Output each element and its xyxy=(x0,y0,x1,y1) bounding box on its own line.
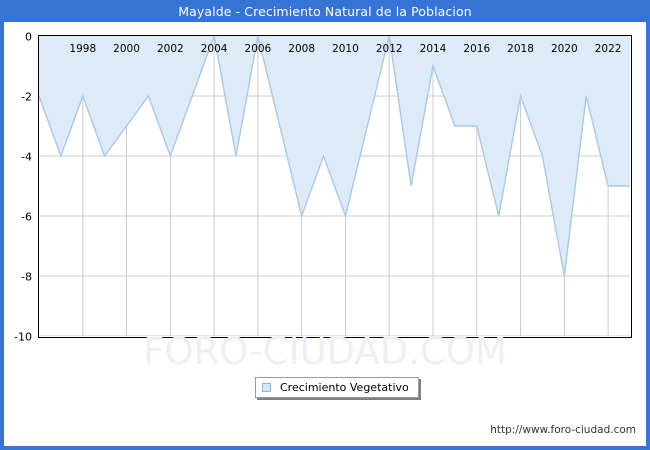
chart-legend: Crecimiento Vegetativo xyxy=(255,377,419,398)
y-axis-tick-label: -8 xyxy=(21,270,32,283)
source-url: http://www.foro-ciudad.com xyxy=(490,424,636,436)
data-line xyxy=(39,36,630,277)
y-axis-tick-label: 0 xyxy=(25,30,32,43)
x-axis-tick-label: 2000 xyxy=(113,43,140,55)
y-axis-labels: 0 -2 -4 -6 -8 -10 xyxy=(0,30,36,343)
x-axis-tick-label: 2010 xyxy=(332,43,359,55)
chart-plot-svg xyxy=(39,36,630,336)
y-axis-tick-label: -2 xyxy=(21,90,32,103)
frame-border-right xyxy=(646,0,650,450)
x-axis-tick-label: 2016 xyxy=(463,43,491,55)
x-axis-tick-label: 2012 xyxy=(375,43,403,55)
x-axis-tick-label: 2020 xyxy=(550,43,578,55)
frame-border-left xyxy=(0,0,4,450)
x-axis-tick-label: 1998 xyxy=(69,43,97,55)
window-title-bar: Mayalde - Crecimiento Natural de la Pobl… xyxy=(0,0,650,22)
page-title: Mayalde - Crecimiento Natural de la Pobl… xyxy=(178,3,472,19)
x-axis-tick-label: 2006 xyxy=(244,43,272,55)
area-fill xyxy=(39,36,630,276)
legend-swatch-icon xyxy=(262,383,271,392)
x-axis-tick-label: 2018 xyxy=(507,43,534,55)
x-axis-tick-label: 2008 xyxy=(288,43,316,55)
y-axis-tick-label: -10 xyxy=(14,330,32,343)
frame-border-bottom xyxy=(0,446,650,450)
x-axis-tick-label: 2004 xyxy=(200,43,228,55)
x-axis-tick-label: 2022 xyxy=(594,43,622,55)
y-axis-tick-label: -4 xyxy=(21,150,32,163)
y-axis-tick-label: -6 xyxy=(21,210,32,223)
plot-area: 1998 2000 2002 2004 2006 2008 2010 2012 2014 2016… xyxy=(38,35,632,338)
x-axis-tick-label: 2002 xyxy=(156,43,184,55)
x-axis-tick-label: 2014 xyxy=(419,43,447,55)
legend-label: Crecimiento Vegetativo xyxy=(280,381,409,394)
